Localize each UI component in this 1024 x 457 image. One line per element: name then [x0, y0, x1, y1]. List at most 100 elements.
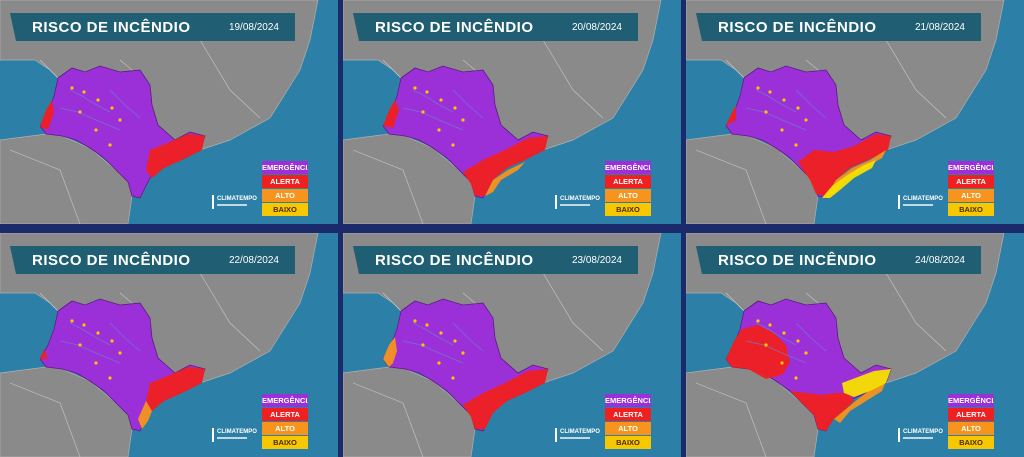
state-border	[352, 382, 424, 457]
legend-item-alto: ALTO	[262, 189, 308, 202]
title-bar: RISCO DE INCÊNDIO 23/08/2024	[353, 246, 638, 274]
legend-item-alerta: ALERTA	[605, 175, 651, 188]
city-marker	[780, 361, 784, 365]
panel-date: 20/08/2024	[571, 22, 622, 33]
brand-logo: CLIMATEMPO	[898, 195, 943, 209]
panel-title: RISCO DE INCÊNDIO	[718, 252, 877, 269]
state-border	[885, 39, 947, 119]
brand-logo: CLIMATEMPO	[555, 428, 600, 442]
legend-item-emergência: EMERGÊNCIA	[605, 161, 651, 174]
city-marker	[70, 319, 74, 323]
risk-legend: EMERGÊNCIA ALERTA ALTO BAIXO	[948, 161, 994, 217]
legend-item-alerta: ALERTA	[605, 408, 651, 421]
river	[755, 89, 797, 113]
city-marker	[437, 361, 441, 365]
risk-area-alto	[834, 381, 886, 423]
city-marker	[768, 323, 772, 327]
state-border	[199, 39, 261, 119]
state-border	[542, 39, 604, 119]
city-marker	[96, 98, 100, 102]
city-marker	[421, 343, 425, 347]
legend-item-emergência: EMERGÊNCIA	[262, 161, 308, 174]
title-bar: RISCO DE INCÊNDIO 19/08/2024	[10, 13, 295, 41]
forecast-panel-3: RISCO DE INCÊNDIO 21/08/2024 EMERGÊNCIA ALE…	[686, 0, 1024, 224]
legend-item-alto: ALTO	[605, 189, 651, 202]
panel-title: RISCO DE INCÊNDIO	[32, 252, 191, 269]
city-marker	[94, 361, 98, 365]
river	[452, 322, 484, 352]
city-marker	[110, 106, 114, 110]
river	[795, 89, 827, 119]
city-marker	[453, 339, 457, 343]
city-marker	[437, 128, 441, 132]
city-marker	[439, 331, 443, 335]
forecast-panel-1: RISCO DE INCÊNDIO 19/08/2024 EMERGÊNCIA ALE…	[0, 0, 338, 224]
city-marker	[425, 323, 429, 327]
risk-area-alerta	[790, 391, 854, 431]
river	[745, 107, 807, 131]
river	[402, 107, 464, 131]
risk-area-baixo	[842, 369, 891, 397]
forecast-panel-4: RISCO DE INCÊNDIO 22/08/2024 EMERGÊNCIA ALE…	[0, 233, 338, 457]
city-marker	[794, 143, 798, 147]
legend-item-emergência: EMERGÊNCIA	[948, 161, 994, 174]
state-border	[39, 292, 59, 312]
city-marker	[439, 98, 443, 102]
city-marker	[82, 90, 86, 94]
panel-title: RISCO DE INCÊNDIO	[375, 19, 534, 36]
city-marker	[118, 351, 122, 355]
city-marker	[413, 319, 417, 323]
state-border	[725, 292, 745, 312]
brand-logo: CLIMATEMPO	[898, 428, 943, 442]
risk-legend: EMERGÊNCIA ALERTA ALTO BAIXO	[262, 394, 308, 450]
river	[412, 89, 454, 113]
panel-date: 22/08/2024	[228, 255, 279, 266]
city-marker	[804, 118, 808, 122]
city-marker	[756, 86, 760, 90]
risk-area-alerta	[798, 134, 891, 196]
river	[795, 322, 827, 352]
city-marker	[756, 319, 760, 323]
city-marker	[94, 128, 98, 132]
state-border	[725, 59, 745, 79]
forecast-panel-6: RISCO DE INCÊNDIO 24/08/2024 EMERGÊNCIA ALE…	[686, 233, 1024, 457]
panel-title: RISCO DE INCÊNDIO	[375, 252, 534, 269]
river	[755, 322, 797, 346]
legend-item-baixo: BAIXO	[948, 203, 994, 216]
forecast-panel-2: RISCO DE INCÊNDIO 20/08/2024 EMERGÊNCIA ALE…	[343, 0, 681, 224]
state-border	[382, 292, 402, 312]
panel-date: 21/08/2024	[914, 22, 965, 33]
state-border	[9, 149, 81, 224]
risk-area-alerta	[40, 349, 48, 359]
city-marker	[461, 118, 465, 122]
legend-item-emergência: EMERGÊNCIA	[262, 394, 308, 407]
state-border	[885, 272, 947, 352]
title-bar: RISCO DE INCÊNDIO 24/08/2024	[696, 246, 981, 274]
legend-item-emergência: EMERGÊNCIA	[605, 394, 651, 407]
state-border	[542, 272, 604, 352]
risk-area-baixo	[822, 160, 876, 198]
risk-area-alerta	[726, 106, 736, 126]
risk-area-alerta	[40, 100, 54, 130]
brand-name: CLIMATEMPO	[560, 429, 600, 435]
city-marker	[794, 376, 798, 380]
city-marker	[421, 110, 425, 114]
state-border	[382, 59, 402, 79]
risk-area-alto	[383, 337, 397, 367]
brand-logo: CLIMATEMPO	[555, 195, 600, 209]
city-marker	[108, 143, 112, 147]
city-marker	[78, 343, 82, 347]
river	[412, 322, 454, 346]
river	[109, 89, 141, 119]
risk-area-alerta	[146, 367, 205, 411]
state-border	[9, 382, 81, 457]
risk-area-alerta	[146, 134, 205, 178]
legend-item-alerta: ALERTA	[948, 408, 994, 421]
city-marker	[782, 98, 786, 102]
brand-underline	[560, 437, 590, 439]
risk-legend: EMERGÊNCIA ALERTA ALTO BAIXO	[605, 394, 651, 450]
risk-legend: EMERGÊNCIA ALERTA ALTO BAIXO	[605, 161, 651, 217]
legend-item-alto: ALTO	[948, 422, 994, 435]
title-bar: RISCO DE INCÊNDIO 22/08/2024	[10, 246, 295, 274]
